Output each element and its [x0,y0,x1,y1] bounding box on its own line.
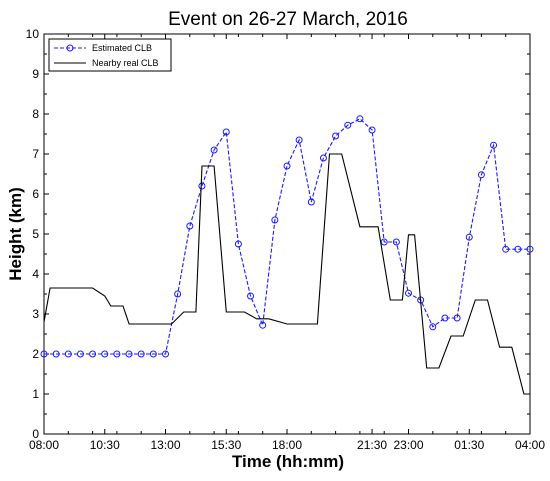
data-point-estimated-clb [368,126,376,134]
data-point-estimated-clb [441,314,449,322]
plot-series [40,115,534,395]
data-point-estimated-clb [259,321,267,329]
data-point-estimated-clb [198,182,206,190]
y-tick-label: 8 [32,107,39,121]
data-point-estimated-clb [465,233,473,241]
legend-label-estimated-clb: Estimated CLB [92,43,152,53]
data-point-estimated-clb [502,245,510,253]
x-tick-label: 01:30 [454,438,484,452]
data-point-estimated-clb [149,350,157,358]
data-point-estimated-clb [101,350,109,358]
x-tick-label: 18:00 [272,438,302,452]
y-tick-label: 6 [32,187,39,201]
data-point-estimated-clb [453,314,461,322]
series-line-nearby-real-clb [43,153,530,395]
y-tick-label: 5 [32,227,39,241]
y-axis-title: Height (km) [6,187,25,281]
data-point-estimated-clb [162,350,169,358]
data-point-estimated-clb [52,350,60,358]
data-point-estimated-clb [332,132,340,140]
data-point-estimated-clb [514,245,522,253]
x-tick-label: 10:30 [90,438,120,452]
x-tick-label: 21:30 [357,438,387,452]
data-point-estimated-clb [477,171,485,179]
data-point-estimated-clb [186,222,194,230]
data-point-estimated-clb [307,198,315,206]
data-point-estimated-clb [392,238,400,246]
series-line-estimated-clb [44,118,530,355]
data-point-estimated-clb [210,146,218,154]
data-point-estimated-clb [380,238,388,246]
data-point-estimated-clb [247,292,255,300]
data-point-estimated-clb [222,128,230,136]
data-point-estimated-clb [40,350,48,358]
legend-label-nearby-real-clb: Nearby real CLB [92,58,159,68]
data-point-estimated-clb [526,245,534,253]
data-point-estimated-clb [64,350,72,358]
y-tick-label: 2 [32,347,39,361]
y-tick-label: 0 [32,427,39,441]
data-point-estimated-clb [174,290,182,298]
data-point-estimated-clb [405,289,412,297]
data-point-estimated-clb [356,115,364,123]
data-point-estimated-clb [271,216,279,224]
y-tick-label: 3 [32,307,39,321]
data-point-estimated-clb [137,350,145,358]
data-point-estimated-clb [283,162,291,170]
data-point-estimated-clb [125,350,133,358]
x-tick-label: 13:00 [150,438,180,452]
data-point-estimated-clb [234,240,242,248]
data-point-estimated-clb [113,350,121,358]
y-tick-label: 9 [32,67,39,81]
y-tick-label: 10 [26,27,40,41]
x-axis-title: Time (hh:mm) [232,452,344,471]
data-point-estimated-clb [295,136,303,144]
legend-box [48,38,172,72]
data-point-estimated-clb [89,350,97,358]
legend: Estimated CLB Nearby real CLB [48,38,172,72]
data-point-estimated-clb [429,323,437,331]
y-tick-label: 7 [32,147,39,161]
y-tick-label: 1 [32,387,39,401]
axes: 0 1 2 3 4 5 6 7 8 9 10 08:00 10:30 13:00 15:30 18:00 21:… [26,27,546,452]
data-point-estimated-clb [344,121,352,129]
legend-marker-estimated-clb [66,44,74,52]
data-point-estimated-clb [319,154,327,162]
x-tick-label: 23:00 [393,438,423,452]
chart-title: Event on 26-27 March, 2016 [168,9,408,30]
x-tick-label: 08:00 [29,438,59,452]
plot-frame [43,33,531,435]
data-point-estimated-clb [76,350,84,358]
x-tick-label: 15:30 [211,438,241,452]
data-point-estimated-clb [490,141,498,149]
y-tick-label: 4 [32,267,39,281]
x-tick-label: 04:00 [515,438,545,452]
